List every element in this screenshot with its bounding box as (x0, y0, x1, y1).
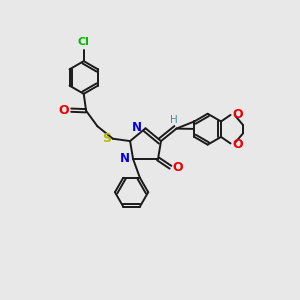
Text: S: S (102, 132, 111, 145)
Text: N: N (119, 152, 130, 165)
Text: O: O (58, 104, 69, 117)
Text: H: H (170, 115, 178, 125)
Text: O: O (232, 108, 243, 121)
Text: N: N (132, 121, 142, 134)
Text: O: O (232, 138, 243, 151)
Text: Cl: Cl (78, 38, 90, 47)
Text: O: O (172, 161, 183, 174)
